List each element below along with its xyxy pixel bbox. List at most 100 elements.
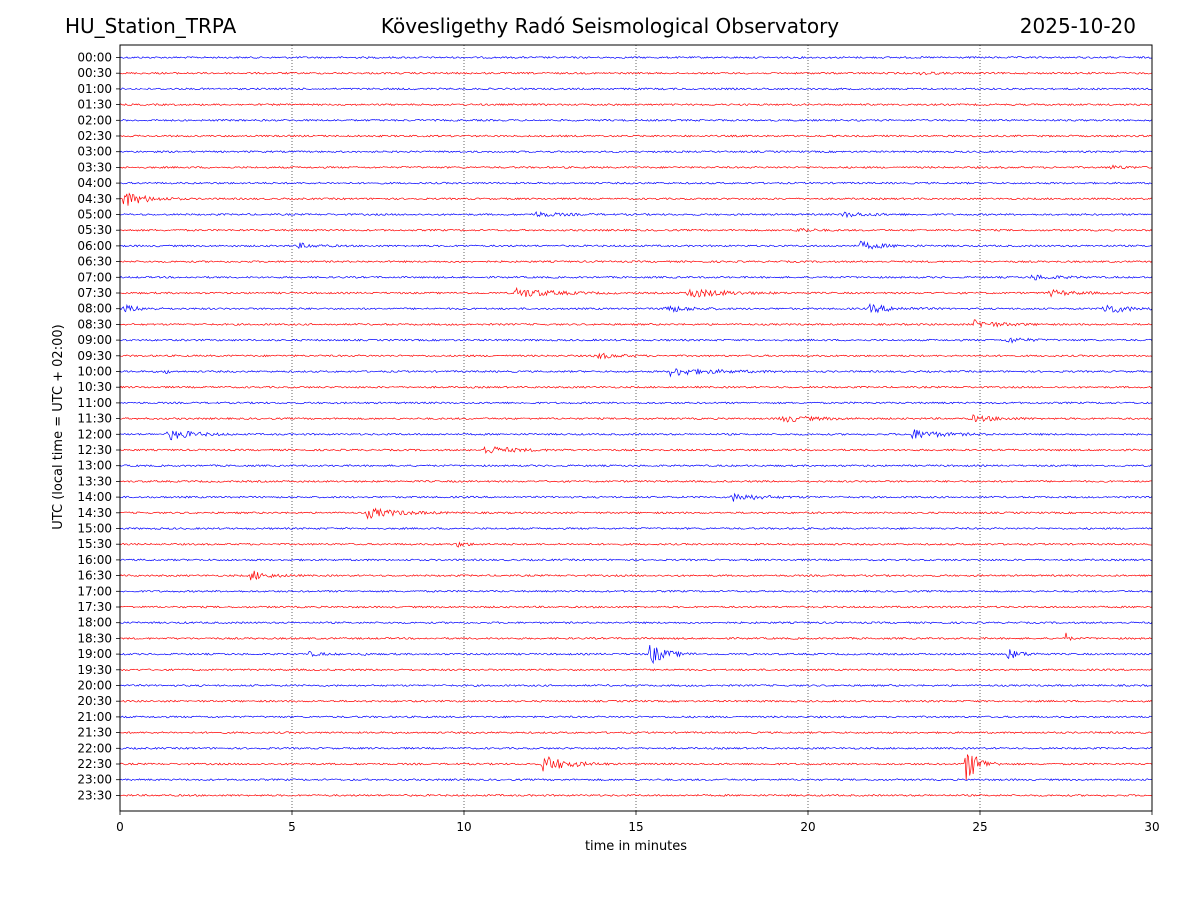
trace-0500 (119, 211, 1153, 219)
y-tick-label: 09:00 (77, 333, 112, 347)
y-tick-label: 08:00 (77, 302, 112, 316)
x-tick-label: 10 (456, 820, 471, 834)
y-tick-label: 16:00 (77, 553, 112, 567)
x-axis: 0 5 10 15 20 25 30 (116, 811, 1160, 834)
grid-lines (291, 45, 981, 811)
trace-0600 (119, 240, 1153, 250)
trace-1730 (119, 605, 1153, 609)
x-tick-label: 15 (628, 820, 643, 834)
x-tick-label: 5 (288, 820, 296, 834)
y-tick-label: 17:30 (77, 600, 112, 614)
trace-1300 (119, 464, 1153, 468)
trace-2030 (119, 699, 1153, 703)
trace-1700 (119, 589, 1153, 593)
trace-1000 (119, 368, 1153, 378)
y-tick-label: 14:30 (77, 506, 112, 520)
y-tick-label: 17:00 (77, 584, 112, 598)
trace-2000 (119, 684, 1153, 687)
y-tick-label: 18:30 (77, 631, 112, 645)
y-tick-label: 03:00 (77, 145, 112, 159)
trace-0400 (119, 181, 1153, 185)
trace-0230 (119, 134, 1153, 138)
y-tick-label: 12:00 (77, 427, 112, 441)
trace-1900 (119, 645, 1153, 665)
trace-1030 (119, 385, 1153, 389)
trace-1930 (119, 668, 1153, 672)
trace-1130 (119, 414, 1153, 423)
trace-0200 (119, 118, 1153, 122)
y-tick-label: 12:30 (77, 443, 112, 457)
y-tick-label: 20:00 (77, 679, 112, 693)
y-tick-label: 13:30 (77, 474, 112, 488)
y-tick-label: 06:00 (77, 239, 112, 253)
trace-2330 (119, 793, 1153, 797)
y-tick-label: 13:00 (77, 459, 112, 473)
y-tick-label: 05:30 (77, 223, 112, 237)
date-title: 2025-10-20 (1019, 14, 1136, 38)
trace-1530 (119, 541, 1153, 548)
trace-1830 (119, 632, 1153, 642)
trace-1600 (119, 558, 1153, 562)
trace-0030 (119, 71, 1153, 76)
trace-1400 (119, 492, 1153, 502)
trace-0430 (119, 192, 1153, 206)
trace-0700 (119, 274, 1153, 281)
trace-1330 (119, 479, 1153, 483)
trace-1100 (119, 401, 1153, 405)
y-axis-label: UTC (local time = UTC + 02:00) (51, 324, 66, 529)
y-tick-label: 15:00 (77, 522, 112, 536)
trace-1230 (119, 446, 1153, 454)
y-tick-label: 01:00 (77, 82, 112, 96)
trace-1630 (119, 570, 1153, 581)
y-tick-label: 15:30 (77, 537, 112, 551)
y-tick-label: 18:00 (77, 616, 112, 630)
y-tick-label: 10:30 (77, 380, 112, 394)
trace-2230 (119, 754, 1153, 781)
x-tick-label: 20 (800, 820, 815, 834)
y-tick-label: 20:30 (77, 694, 112, 708)
y-tick-label: 22:00 (77, 741, 112, 755)
observatory-title: Kövesligethy Radó Seismological Observat… (380, 14, 840, 38)
x-axis-label: time in minutes (585, 839, 687, 854)
y-tick-label: 04:30 (77, 192, 112, 206)
y-tick-label: 21:30 (77, 726, 112, 740)
y-tick-label: 00:30 (77, 66, 112, 80)
y-tick-label: 23:00 (77, 773, 112, 787)
y-tick-label: 05:00 (77, 208, 112, 222)
y-tick-label: 21:00 (77, 710, 112, 724)
trace-2100 (119, 715, 1153, 719)
y-tick-label: 23:30 (77, 788, 112, 802)
trace-1500 (119, 527, 1153, 530)
trace-0800 (119, 303, 1153, 314)
y-tick-label: 09:30 (77, 349, 112, 363)
trace-1430 (119, 507, 1153, 520)
station-title: HU_Station_TRPA (65, 14, 237, 38)
trace-2200 (119, 746, 1153, 750)
y-tick-label: 10:00 (77, 365, 112, 379)
y-tick-label: 11:00 (77, 396, 112, 410)
y-tick-label: 07:30 (77, 286, 112, 300)
trace-0530 (119, 227, 1153, 233)
trace-0900 (119, 337, 1153, 344)
y-tick-label: 03:30 (77, 160, 112, 174)
trace-1200 (119, 429, 1153, 441)
y-tick-label: 04:00 (77, 176, 112, 190)
trace-0300 (119, 150, 1153, 154)
y-tick-label: 02:30 (77, 129, 112, 143)
y-tick-label: 11:30 (77, 412, 112, 426)
y-tick-label: 14:00 (77, 490, 112, 504)
trace-0100 (119, 87, 1153, 91)
y-tick-label: 01:30 (77, 98, 112, 112)
trace-2300 (119, 778, 1153, 782)
y-tick-label: 16:30 (77, 569, 112, 583)
trace-0330 (119, 164, 1153, 170)
trace-0830 (119, 319, 1153, 328)
y-tick-label: 19:30 (77, 663, 112, 677)
trace-group (119, 56, 1153, 797)
trace-0730 (119, 286, 1153, 298)
x-tick-label: 25 (972, 820, 987, 834)
y-tick-label: 19:00 (77, 647, 112, 661)
y-tick-label: 22:30 (77, 757, 112, 771)
